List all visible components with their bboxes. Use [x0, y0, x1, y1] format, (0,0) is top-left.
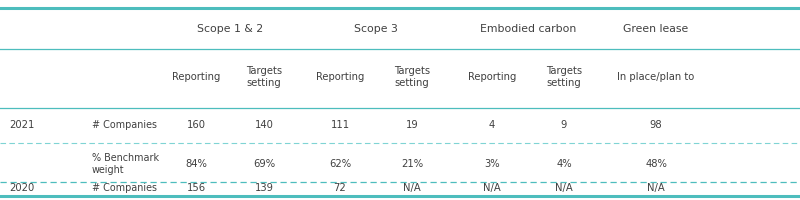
Text: 2020: 2020 — [10, 183, 35, 193]
Text: 3%: 3% — [484, 159, 500, 169]
Text: 72: 72 — [334, 183, 346, 193]
Text: 21%: 21% — [401, 159, 423, 169]
Text: Targets
setting: Targets setting — [546, 66, 582, 88]
Text: 4: 4 — [489, 120, 495, 130]
Text: N/A: N/A — [403, 183, 421, 193]
Text: 48%: 48% — [645, 159, 667, 169]
Text: N/A: N/A — [647, 183, 665, 193]
Text: In place/plan to: In place/plan to — [618, 72, 694, 82]
Text: N/A: N/A — [483, 183, 501, 193]
Text: 98: 98 — [650, 120, 662, 130]
Text: 2021: 2021 — [10, 120, 35, 130]
Text: N/A: N/A — [555, 183, 573, 193]
Text: 156: 156 — [186, 183, 206, 193]
Text: Targets
setting: Targets setting — [246, 66, 282, 88]
Text: # Companies: # Companies — [92, 120, 157, 130]
Text: % Benchmark
weight: % Benchmark weight — [92, 153, 159, 175]
Text: Green lease: Green lease — [623, 24, 689, 34]
Text: 140: 140 — [254, 120, 274, 130]
Text: 9: 9 — [561, 120, 567, 130]
Text: 19: 19 — [406, 120, 418, 130]
Text: 62%: 62% — [329, 159, 351, 169]
Text: 160: 160 — [186, 120, 206, 130]
Text: # Companies: # Companies — [92, 183, 157, 193]
Text: 4%: 4% — [556, 159, 572, 169]
Text: 139: 139 — [254, 183, 274, 193]
Text: Reporting: Reporting — [468, 72, 516, 82]
Text: Reporting: Reporting — [172, 72, 220, 82]
Text: Targets
setting: Targets setting — [394, 66, 430, 88]
Text: Reporting: Reporting — [316, 72, 364, 82]
Text: 111: 111 — [330, 120, 350, 130]
Text: Scope 3: Scope 3 — [354, 24, 398, 34]
Text: 69%: 69% — [253, 159, 275, 169]
Text: Scope 1 & 2: Scope 1 & 2 — [197, 24, 263, 34]
Text: Embodied carbon: Embodied carbon — [480, 24, 576, 34]
Text: 84%: 84% — [185, 159, 207, 169]
